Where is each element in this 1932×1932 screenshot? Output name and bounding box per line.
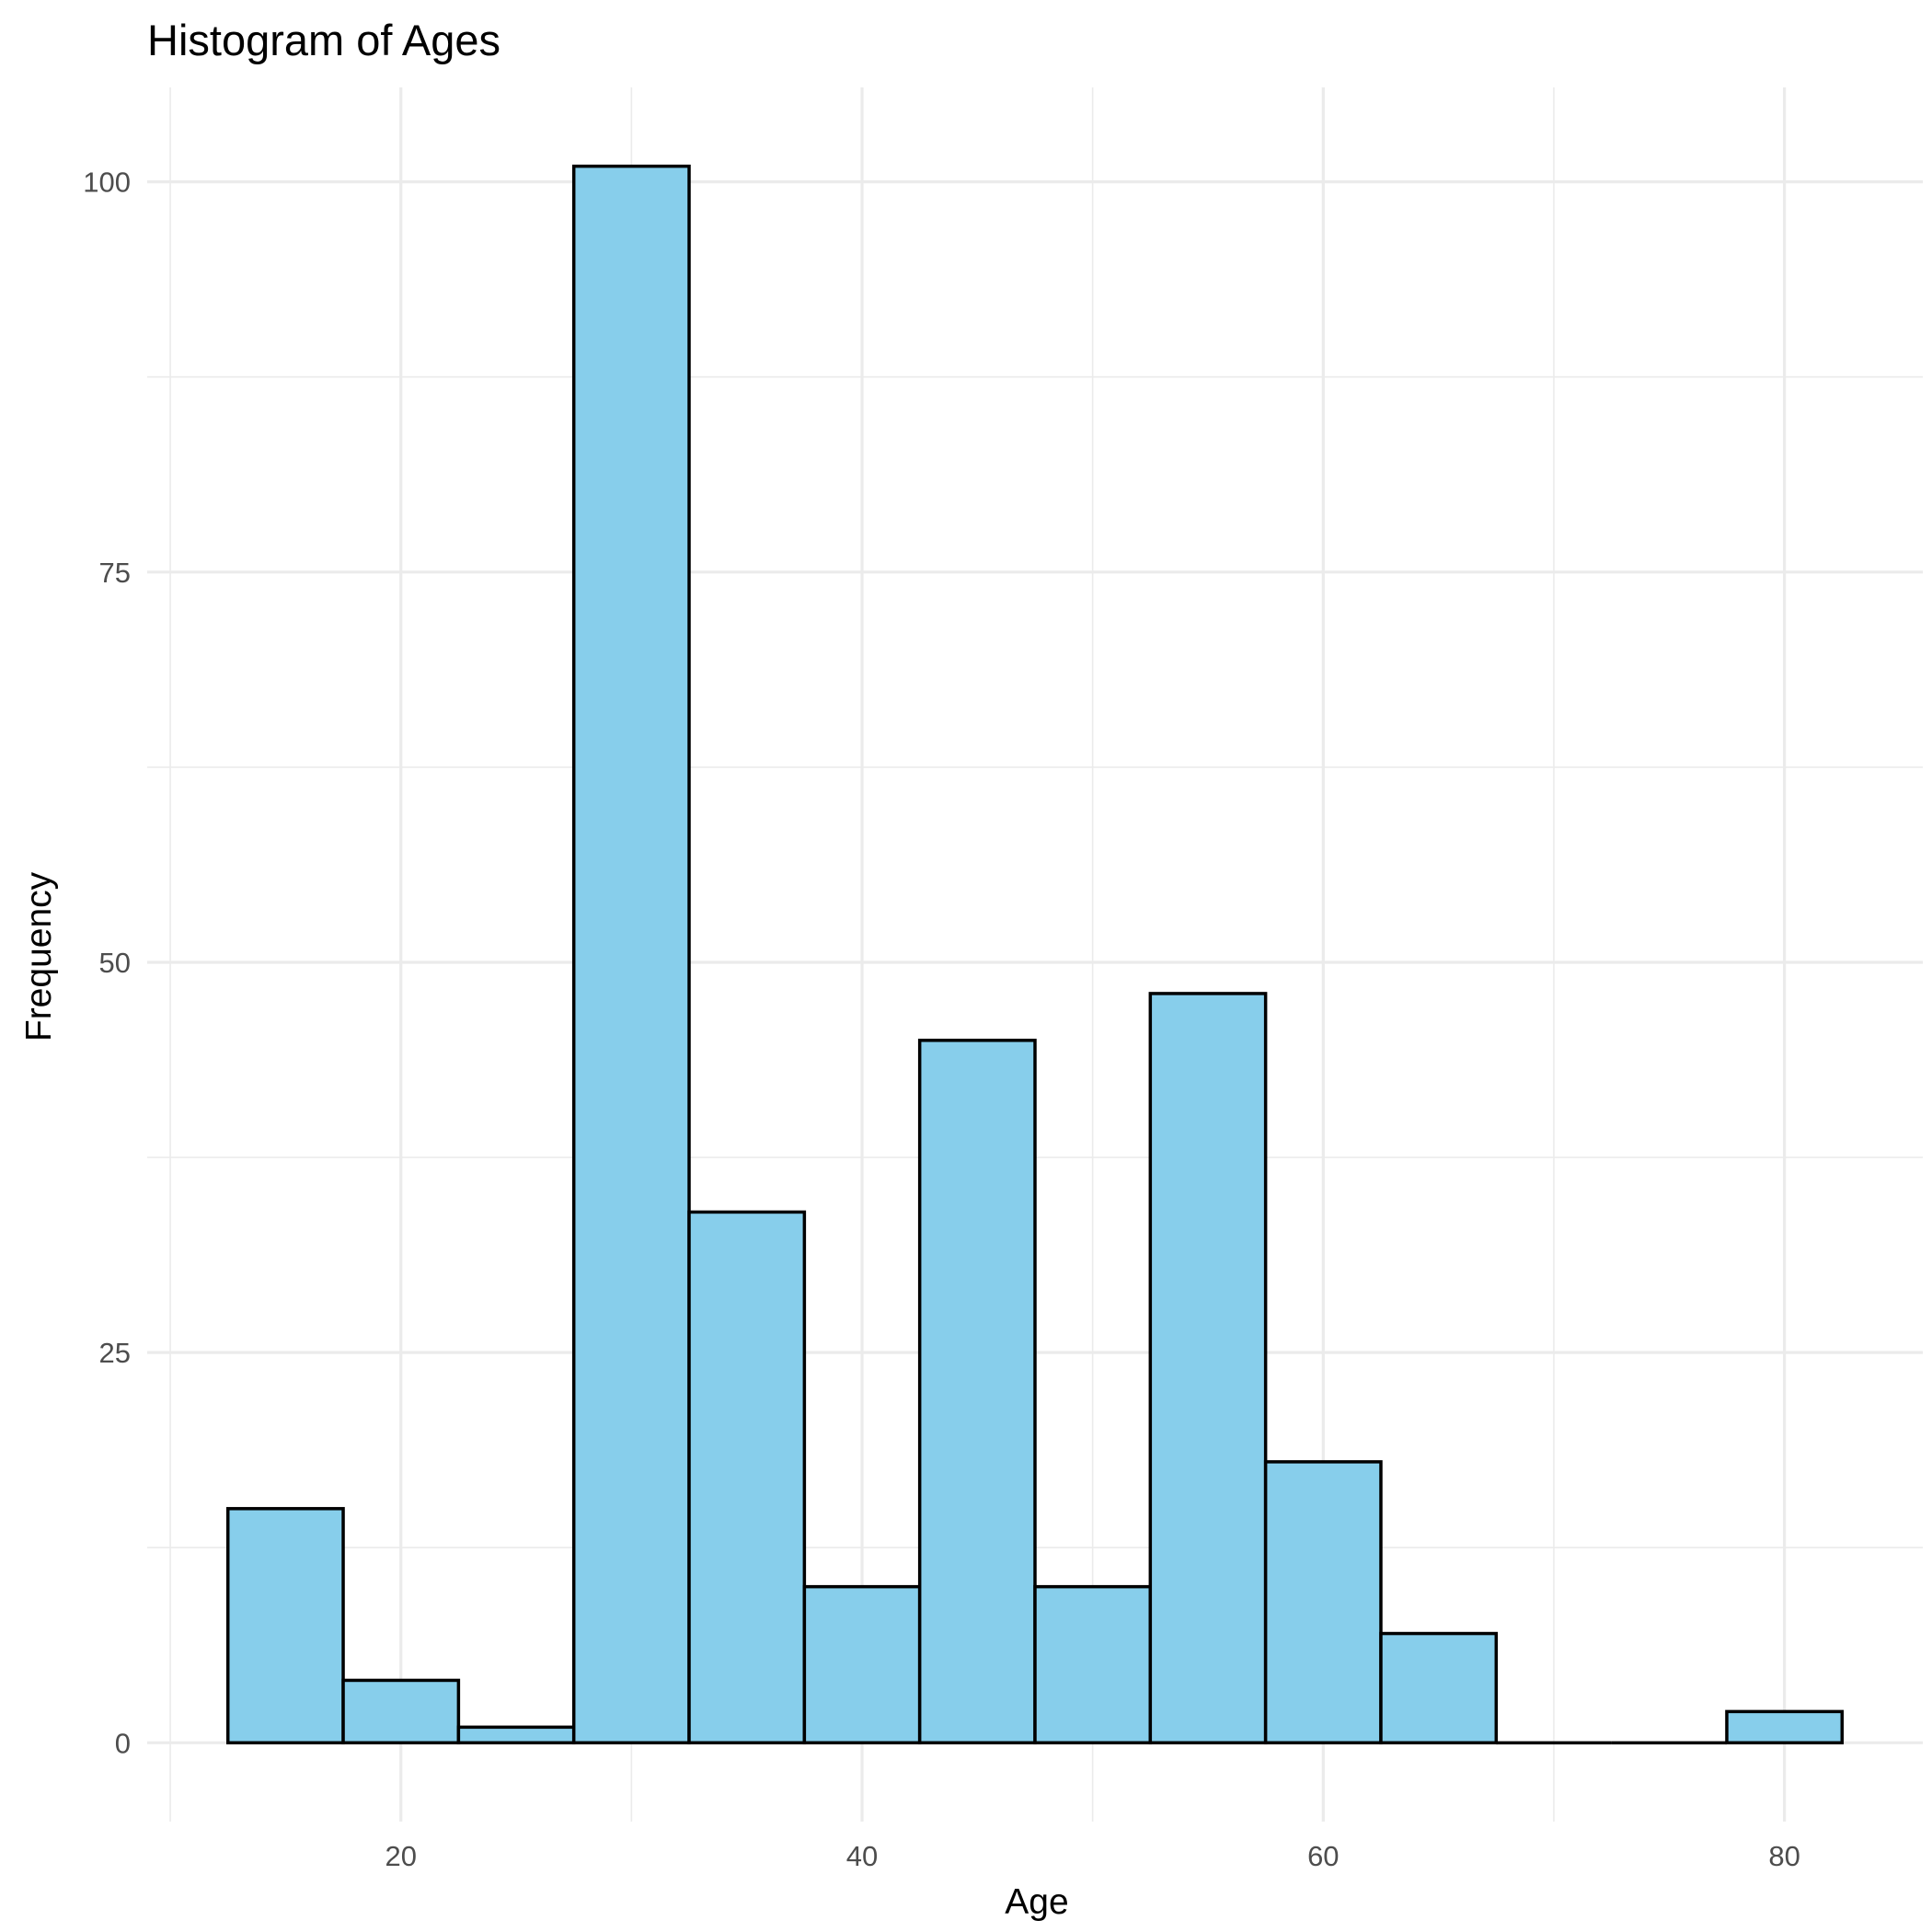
y-tick-label: 75 <box>99 557 131 589</box>
y-tick-label: 100 <box>83 167 131 199</box>
x-tick-label: 20 <box>385 1840 416 1872</box>
x-tick-label: 60 <box>1307 1840 1339 1872</box>
bars-layer <box>225 164 1845 1745</box>
histogram-bar <box>687 1210 807 1745</box>
histogram-bar <box>1263 1460 1383 1745</box>
histogram-bar <box>225 1507 345 1745</box>
y-axis-title: Frequency <box>19 871 59 1041</box>
y-tick-label: 50 <box>99 947 131 979</box>
histogram-bar <box>456 1725 576 1745</box>
histogram-bar <box>571 164 691 1745</box>
y-tick-label: 0 <box>115 1727 131 1759</box>
histogram-bar <box>1148 992 1268 1745</box>
x-tick-label: 40 <box>846 1840 878 1872</box>
y-tick-label: 25 <box>99 1337 131 1369</box>
histogram-bar <box>1379 1631 1499 1745</box>
histogram-bar <box>1725 1709 1845 1745</box>
histogram-bar <box>1033 1584 1153 1745</box>
x-tick-label: 80 <box>1768 1840 1800 1872</box>
histogram-bar <box>917 1039 1037 1745</box>
histogram-bar <box>341 1678 461 1745</box>
chart-title: Histogram of Ages <box>147 16 500 64</box>
ticks-layer: 20 40 60 80 0 25 50 75 100 <box>83 167 1800 1872</box>
histogram-bar <box>802 1584 922 1745</box>
x-axis-title: Age <box>1005 1882 1068 1922</box>
